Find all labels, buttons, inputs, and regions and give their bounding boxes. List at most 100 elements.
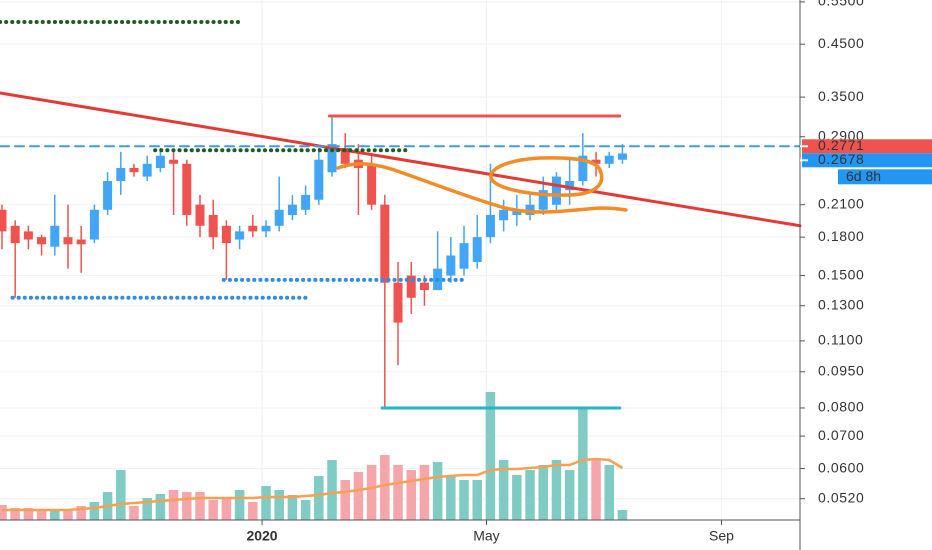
candle-body (367, 163, 377, 205)
volume-bar (512, 475, 522, 520)
volume-bar (353, 472, 364, 520)
volume-bar (604, 465, 614, 520)
y-tick-label: 0.0520 (818, 489, 864, 505)
candle-body (0, 209, 7, 232)
volume-bar (446, 475, 456, 520)
volume-bar (116, 470, 126, 520)
volume-bar (76, 506, 86, 520)
volume-bar (419, 465, 430, 520)
volume-bar (300, 500, 311, 520)
price-label: 0.2771 (818, 137, 864, 153)
volume-bar (155, 494, 166, 520)
volume-bar (393, 465, 403, 520)
candle-body (208, 214, 218, 238)
candle-body (419, 282, 429, 291)
candle-body (10, 225, 20, 244)
volume-bar (472, 480, 482, 520)
candle-body (499, 209, 509, 221)
y-tick-label: 0.0600 (818, 459, 864, 475)
volume-bar (248, 502, 258, 520)
price-label-box (802, 139, 932, 154)
candle-body (459, 243, 469, 269)
volume-bar (0, 505, 7, 520)
candle-body (446, 255, 456, 276)
countdown-label: 6d 8h (846, 168, 881, 184)
volume-bar (23, 508, 34, 520)
candle-body (248, 225, 258, 232)
volume-bar (314, 476, 324, 520)
candle-body (578, 155, 588, 182)
volume-bar (221, 498, 232, 520)
y-tick-label: 0.4500 (818, 35, 864, 51)
volume-bar (274, 490, 284, 520)
volume-bar (168, 490, 179, 520)
candle-body (617, 153, 627, 160)
candle-body (63, 237, 73, 245)
candle-body (380, 204, 390, 283)
volume-bar (142, 498, 152, 520)
y-tick-label: 0.1800 (818, 228, 864, 244)
y-tick-label: 0.3500 (818, 88, 864, 104)
candle-body (287, 204, 297, 215)
volume-bar (208, 500, 218, 520)
volume-bar (459, 480, 469, 520)
candle-body (565, 181, 575, 191)
candle-body (116, 167, 126, 182)
candle-body (485, 214, 495, 238)
candle-body (314, 159, 324, 200)
volume-bar (327, 460, 337, 520)
volume-bar (10, 508, 20, 520)
axes: 0.55000.45000.35000.29000.21000.18000.15… (246, 0, 932, 544)
volume-bar (380, 455, 390, 520)
candle-body (525, 204, 535, 215)
candle-body (195, 204, 205, 226)
candle-body (89, 209, 99, 240)
y-tick-label: 0.1500 (818, 266, 864, 282)
y-tick-label: 0.5500 (818, 0, 864, 9)
volume-bar (551, 460, 562, 520)
volume-bar (129, 506, 139, 520)
candle-body (551, 176, 561, 205)
freehand-curve (336, 162, 628, 214)
candle-body (221, 225, 231, 244)
candle-body (406, 275, 416, 298)
volume-bar (498, 460, 509, 520)
volume-bar (182, 492, 192, 520)
candle-body (591, 159, 601, 164)
candle-body (301, 194, 311, 210)
volume-bar (366, 465, 377, 520)
volume-bar (63, 510, 73, 520)
volume-pane (0, 392, 628, 520)
candle-body (103, 181, 113, 210)
volume-bar (287, 495, 298, 520)
candle-body (169, 159, 179, 164)
volume-bar (525, 470, 535, 520)
volume-bar (432, 462, 443, 520)
countdown-box (838, 169, 932, 185)
volume-bar (564, 470, 575, 520)
volume-bar (234, 490, 245, 520)
y-tick-label: 0.2100 (818, 195, 864, 211)
candle-body (182, 163, 192, 215)
trend-line (0, 91, 802, 228)
volume-bar (578, 408, 588, 520)
x-tick-label: 2020 (246, 528, 277, 544)
volume-bar (340, 480, 350, 520)
candle-body (37, 237, 47, 245)
price-label: 0.2678 (818, 151, 864, 167)
volume-bar (406, 470, 416, 520)
freehand-ellipse (489, 156, 604, 197)
candle-body (50, 225, 60, 247)
volume-bar (195, 492, 205, 520)
candle-body (393, 282, 403, 323)
volume-bar (50, 510, 60, 520)
x-tick-label: May (473, 528, 499, 544)
y-tick-label: 0.0700 (818, 427, 864, 443)
candle-body (327, 144, 337, 173)
candle-body (472, 237, 482, 262)
volume-bar (617, 510, 628, 520)
candle-body (261, 225, 271, 232)
